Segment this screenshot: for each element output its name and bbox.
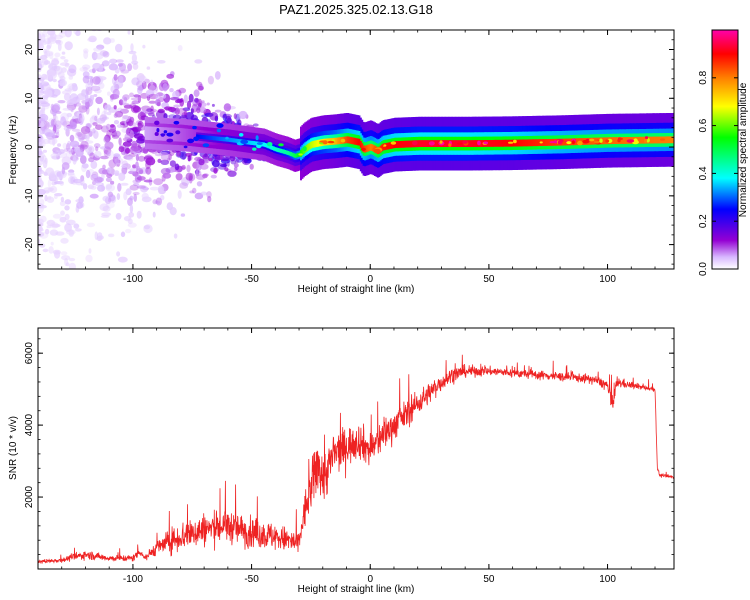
spectrogram-y-tick-label: 10 (24, 92, 35, 104)
spectrogram-y-label: Frequency (Hz) (8, 116, 19, 185)
snr-x-label: Height of straight line (km) (298, 584, 415, 595)
colorbar-tick-label: 0.0 (698, 262, 709, 276)
snr-y-tick-label: 4000 (24, 414, 35, 437)
colorbar-frame (711, 29, 739, 270)
spectrogram-heatmap (38, 30, 674, 269)
spectrogram-x-tick-label: 50 (483, 274, 495, 285)
snr-x-tick-label: -100 (123, 574, 143, 585)
snr-x-tick-label: 50 (483, 574, 495, 585)
colorbar-ticks: 0.0 0.2 0.4 0.6 0.8 (698, 70, 738, 276)
snr-frame (37, 327, 675, 570)
snr-y-tick-label: 6000 (24, 342, 35, 365)
snr-series-line (38, 354, 674, 564)
spectrogram-y-tick-label: -20 (24, 237, 35, 252)
snr-panel: -100 -50 0 50 100 2000 4000 6000 Height of stra… (8, 327, 675, 595)
colorbar-gradient (712, 30, 738, 269)
spectrogram-frame (37, 29, 675, 270)
colorbar-tick-label: 0.8 (698, 70, 709, 84)
spectrogram-x-tick-label: 100 (599, 274, 616, 285)
figure-title: PAZ1.2025.325.02.13.G18 (279, 2, 433, 17)
snr-x-tick-label: 0 (367, 574, 373, 585)
snr-x-tick-label: -50 (244, 574, 259, 585)
snr-ticks: -100 -50 0 50 100 2000 4000 6000 (24, 328, 674, 585)
snr-y-tick-label: 2000 (24, 486, 35, 509)
spectrogram-y-tick-label: 20 (24, 44, 35, 56)
spectrogram-x-tick-label: -50 (244, 274, 259, 285)
spectrogram-y-tick-label: -10 (24, 188, 35, 203)
colorbar-tick-label: 0.4 (698, 166, 709, 180)
snr-x-tick-label: 100 (599, 574, 616, 585)
colorbar-label: Normalized spectral amplitude (738, 82, 749, 217)
spectrogram-x-tick-label: -100 (123, 274, 143, 285)
snr-y-label: SNR (10 * v/v) (8, 416, 19, 480)
colorbar-tick-label: 0.2 (698, 214, 709, 228)
colorbar-tick-label: 0.6 (698, 118, 709, 132)
spectrogram-x-label: Height of straight line (km) (298, 284, 415, 295)
spectrogram-x-tick-label: 0 (367, 274, 373, 285)
colorbar: 0.0 0.2 0.4 0.6 0.8 Normalized spectral ampl… (698, 29, 749, 276)
spectrogram-y-tick-label: 0 (24, 144, 35, 150)
